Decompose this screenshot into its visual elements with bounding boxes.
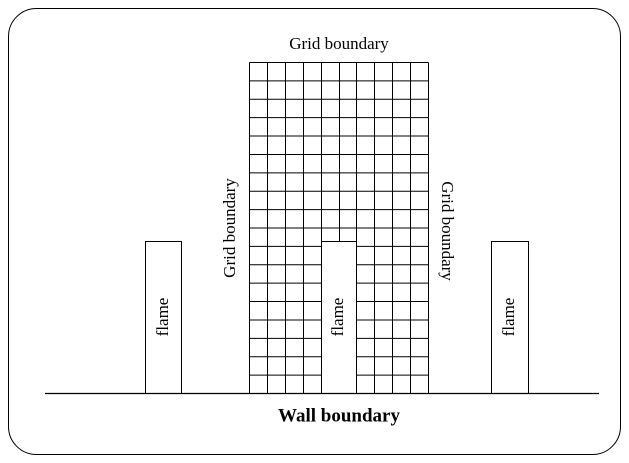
flame-box — [491, 241, 529, 394]
flame-box — [321, 241, 357, 394]
flame-box — [145, 241, 182, 394]
frame — [8, 8, 621, 455]
wall-label: Wall boundary — [278, 405, 400, 426]
grid-right-label: Grid boundary — [438, 181, 457, 281]
flame-label: flame — [328, 298, 347, 337]
grid-left-label: Grid boundary — [220, 178, 239, 278]
grid-top-label: Grid boundary — [289, 34, 389, 53]
flame-label: flame — [499, 298, 518, 337]
flame-label: flame — [153, 298, 172, 337]
